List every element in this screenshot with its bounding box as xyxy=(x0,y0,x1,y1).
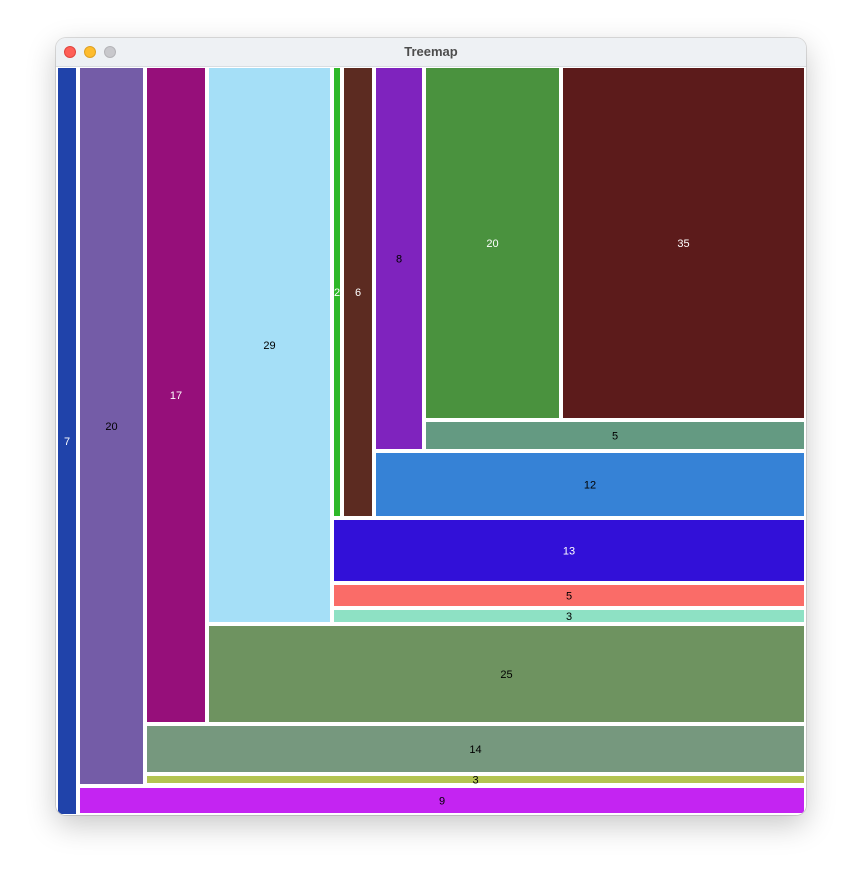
treemap-cell-13 xyxy=(376,68,422,449)
treemap-cell-label-14: 12 xyxy=(584,480,596,492)
treemap-cell-7 xyxy=(209,626,804,722)
treemap-cell-label-5: 3 xyxy=(472,775,478,787)
treemap-cell-label-8: 2 xyxy=(334,287,340,299)
close-window-button[interactable] xyxy=(64,46,76,58)
treemap-cell-3 xyxy=(147,68,205,722)
treemap-cell-label-2: 9 xyxy=(439,796,445,808)
treemap-cell-10 xyxy=(334,520,804,581)
treemap-cell-8 xyxy=(334,68,340,516)
treemap-cell-15 xyxy=(426,68,559,418)
treemap-cell-label-10: 13 xyxy=(563,546,575,558)
treemap-cell-17 xyxy=(426,422,804,449)
treemap-cell-6 xyxy=(209,68,330,622)
app-window: Treemap 7 20 9 17 14 3 29 25 2 6 13 5 3 8 12 20 35 5 xyxy=(56,38,806,815)
zoom-window-button[interactable] xyxy=(104,46,116,58)
window-title: Treemap xyxy=(404,44,458,59)
treemap-cell-label-12: 3 xyxy=(566,611,572,623)
treemap-plot-area: 7 20 9 17 14 3 29 25 2 6 13 5 3 8 12 20 35 5 xyxy=(56,67,806,815)
treemap-cell-label-0: 7 xyxy=(64,436,70,448)
treemap-cell-label-3: 17 xyxy=(170,390,182,402)
treemap-cell-0 xyxy=(58,68,76,814)
treemap-cell-label-16: 35 xyxy=(677,238,689,250)
treemap-cell-1 xyxy=(80,68,143,784)
treemap-cell-11 xyxy=(334,585,804,606)
treemap-cell-label-13: 8 xyxy=(396,254,402,266)
treemap-cell-16 xyxy=(563,68,804,418)
treemap-cell-label-11: 5 xyxy=(566,591,572,603)
treemap-cell-12 xyxy=(334,610,804,622)
treemap-cell-label-1: 20 xyxy=(105,421,117,433)
treemap-cell-5 xyxy=(147,776,804,783)
treemap-cell-4 xyxy=(147,726,804,772)
treemap-cell-9 xyxy=(344,68,372,516)
treemap-cell-label-6: 29 xyxy=(263,340,275,352)
treemap-cell-label-7: 25 xyxy=(500,669,512,681)
treemap-cell-2 xyxy=(80,788,804,813)
treemap-cell-label-4: 14 xyxy=(469,744,481,756)
treemap-cell-label-9: 6 xyxy=(355,287,361,299)
treemap-chart: 7 20 9 17 14 3 29 25 2 6 13 5 3 8 12 20 35 5 xyxy=(58,68,804,814)
title-bar: Treemap xyxy=(56,38,806,67)
treemap-cell-label-17: 5 xyxy=(612,431,618,443)
treemap-cell-label-15: 20 xyxy=(486,238,498,250)
treemap-cell-14 xyxy=(376,453,804,516)
minimize-window-button[interactable] xyxy=(84,46,96,58)
